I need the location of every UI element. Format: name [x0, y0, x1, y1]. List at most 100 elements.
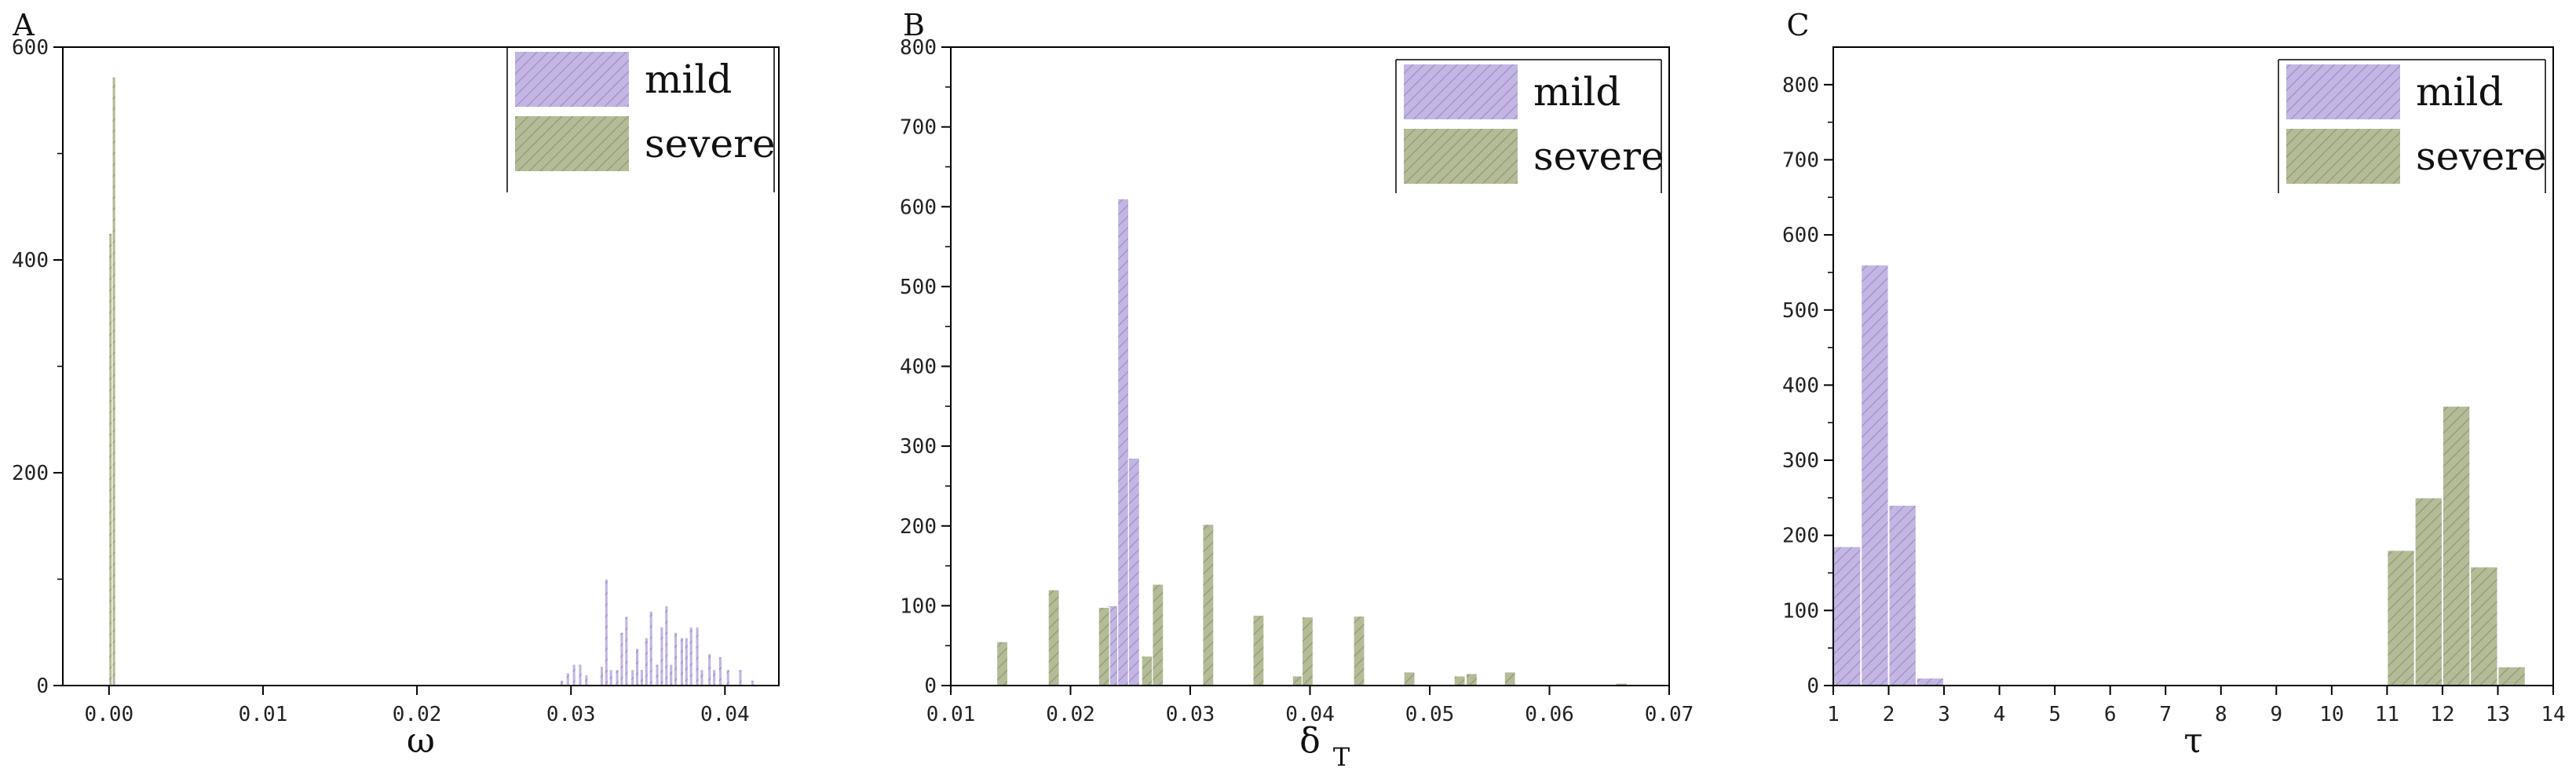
bar-c-mild-3 [1916, 677, 1945, 686]
y-tick-label-c-3: 300 [1782, 449, 1819, 473]
x-tick-label-c-2: 3 [1938, 703, 1950, 726]
panel-label-b: B [903, 8, 925, 42]
x-tick-label-a-4: 0.04 [700, 703, 750, 726]
panel-label-c: C [1786, 8, 1809, 42]
x-tick-label-c-13: 14 [2541, 703, 2565, 726]
bar-a-mild-26 [707, 653, 712, 686]
x-axis-label-a: ω [407, 721, 435, 761]
bar-a-mild-9 [619, 631, 624, 686]
legend-b: mild severe [1395, 59, 1664, 193]
y-tick-label-a-2: 400 [12, 249, 49, 272]
bar-b-severe-10 [1403, 671, 1416, 686]
bar-a-severe-1 [111, 76, 116, 686]
y-tick-label-c-1: 100 [1782, 599, 1819, 623]
legend-swatch-mild-c [2286, 64, 2400, 119]
x-tick-label-c-8: 9 [2270, 703, 2282, 726]
bar-a-mild-23 [689, 626, 693, 686]
x-tick-label-a-3: 0.03 [546, 703, 596, 726]
bar-a-mild-11 [630, 669, 635, 686]
panel-label-a: A [12, 8, 35, 42]
bar-b-severe-6 [1252, 614, 1265, 686]
y-tick-label-c-8: 800 [1782, 74, 1819, 97]
bar-a-mild-25 [700, 669, 704, 686]
y-tick-label-c-0: 0 [1807, 675, 1819, 698]
legend-a: mild severe [506, 46, 776, 192]
legend-label-mild-b: mild [1533, 69, 1621, 115]
bar-a-mild-31 [750, 679, 755, 686]
x-axis-label-b: δ [1299, 721, 1321, 761]
x-tick-label-b-0: 0.01 [926, 703, 976, 726]
bar-a-mild-4 [584, 674, 589, 686]
y-tick-label-a-1: 200 [12, 462, 49, 485]
legend-c: mild severe [2278, 59, 2547, 193]
legend-label-severe-c: severe [2416, 133, 2547, 179]
bar-a-mild-1 [565, 672, 571, 686]
x-tick-label-b-3: 0.04 [1285, 703, 1335, 726]
bar-a-mild-17 [660, 626, 664, 686]
bar-c-mild-2 [1888, 504, 1917, 686]
x-tick-label-b-1: 0.02 [1046, 703, 1095, 726]
x-tick-label-c-7: 8 [2215, 703, 2227, 726]
x-tick-label-b-4: 0.05 [1405, 703, 1455, 726]
legend-label-severe-b: severe [1533, 133, 1664, 179]
bar-a-mild-20 [673, 631, 678, 686]
bar-a-mild-8 [615, 669, 619, 686]
bar-b-severe-8 [1301, 616, 1314, 686]
x-tick-label-c-1: 2 [1883, 703, 1895, 726]
x-tick-label-c-6: 7 [2159, 703, 2172, 726]
legend-swatch-severe-a [515, 116, 629, 171]
y-tick-label-a-0: 0 [36, 675, 49, 698]
bar-a-mild-21 [679, 637, 685, 686]
y-tick-label-c-7: 700 [1782, 148, 1819, 172]
bar-c-mild-1 [1861, 264, 1889, 686]
chart-panel-b: 0.01 0.02 0.03 0.04 0.05 0.06 0.07 0 100 200 300 40… [900, 8, 1694, 772]
bar-b-severe-12 [1465, 673, 1478, 686]
x-axis-label-c: τ [2183, 721, 2202, 761]
y-tick-label-b-4: 400 [900, 356, 937, 379]
bar-c-severe-4 [2497, 666, 2526, 686]
bar-b-mild-2 [1127, 457, 1140, 686]
bar-a-mild-13 [639, 669, 645, 686]
bar-a-mild-29 [725, 669, 731, 686]
bar-a-mild-24 [695, 626, 700, 686]
bar-b-severe-1 [1047, 589, 1060, 686]
x-tick-label-b-2: 0.03 [1166, 703, 1215, 726]
bar-a-mild-7 [608, 669, 613, 686]
bar-c-severe-3 [2469, 566, 2498, 686]
bar-a-mild-18 [664, 605, 669, 686]
bar-b-severe-13 [1504, 671, 1516, 686]
bar-a-mild-2 [572, 664, 576, 686]
bar-b-severe-0 [996, 641, 1009, 686]
bar-a-mild-16 [655, 664, 660, 686]
y-tick-label-b-6: 600 [900, 196, 937, 219]
y-tick-label-c-2: 200 [1782, 525, 1819, 548]
bar-a-mild-12 [634, 647, 640, 686]
bar-b-severe-2 [1098, 606, 1110, 686]
x-tick-label-a-1: 0.01 [239, 703, 288, 726]
bar-c-mild-0 [1832, 546, 1862, 686]
bar-a-mild-5 [599, 666, 605, 686]
x-tick-label-c-10: 11 [2375, 703, 2399, 726]
bar-c-severe-1 [2414, 497, 2443, 686]
legend-swatch-mild-a [515, 52, 629, 107]
bar-a-mild-14 [644, 637, 649, 686]
x-tick-label-b-5: 0.06 [1525, 703, 1574, 726]
y-tick-label-b-2: 200 [900, 515, 937, 539]
x-tick-label-a-2: 0.02 [393, 703, 442, 726]
bar-b-severe-4 [1152, 583, 1164, 686]
bar-a-mild-19 [668, 664, 674, 686]
y-tick-label-c-5: 500 [1782, 299, 1819, 323]
bar-b-mild-1 [1116, 198, 1130, 686]
bar-b-severe-11 [1453, 675, 1466, 686]
bar-c-severe-0 [2387, 550, 2415, 686]
bar-b-severe-3 [1141, 655, 1153, 686]
bar-a-mild-28 [718, 656, 723, 686]
y-tick-label-b-1: 100 [900, 594, 937, 618]
bar-a-mild-3 [578, 664, 583, 686]
x-tick-label-c-5: 6 [2104, 703, 2117, 726]
y-tick-label-b-5: 500 [900, 276, 937, 299]
bar-a-mild-6 [604, 578, 609, 686]
y-tick-label-b-7: 700 [900, 116, 937, 140]
